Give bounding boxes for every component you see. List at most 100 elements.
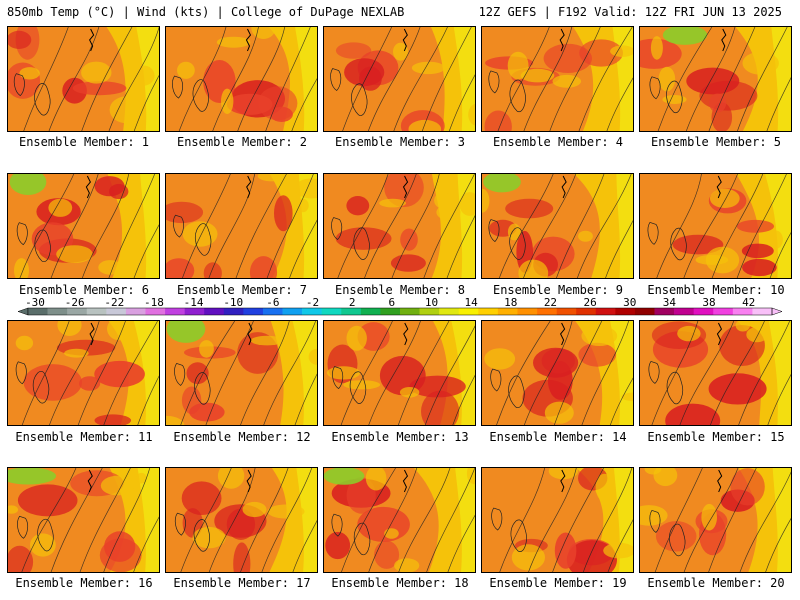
ensemble-member-label: Ensemble Member: 2 (176, 135, 308, 149)
temperature-field (640, 27, 791, 131)
ensemble-member-map (481, 467, 634, 573)
ensemble-member-label: Ensemble Member: 13 (331, 430, 469, 444)
colorbar-tick-label: 38 (702, 296, 716, 309)
ensemble-member-label: Ensemble Member: 1 (18, 135, 150, 149)
ensemble-member-label: Ensemble Member: 10 (647, 283, 785, 297)
colorbar-segment (360, 308, 381, 315)
colorbar-tick-label: -6 (266, 296, 280, 309)
colorbar-scale (17, 307, 783, 316)
colorbar-segment (517, 308, 538, 315)
ensemble-member-label: Ensemble Member: 4 (492, 135, 624, 149)
colorbar-segment (752, 308, 773, 315)
colorbar-segment (713, 308, 734, 315)
ensemble-member-label: Ensemble Member: 7 (176, 283, 308, 297)
ensemble-member-map (165, 320, 318, 426)
temperature-field (166, 174, 317, 278)
colorbar-tick-label: 18 (504, 296, 518, 309)
colorbar-segment (419, 308, 440, 315)
ensemble-member-map (323, 320, 476, 426)
colorbar-tick-label: 42 (742, 296, 756, 309)
colorbar-segment (576, 308, 597, 315)
colorbar-tick-label: 34 (662, 296, 677, 309)
ensemble-member-label: Ensemble Member: 8 (334, 283, 466, 297)
colorbar-segment (478, 308, 499, 315)
ensemble-member-label: Ensemble Member: 18 (331, 576, 469, 590)
colorbar-segment (262, 308, 283, 315)
colorbar-segment (439, 308, 460, 315)
colorbar-segment (321, 308, 342, 315)
temperature-field (324, 27, 475, 131)
colorbar-tick-label: 26 (583, 296, 597, 309)
chart-title: 850mb Temp (°C) | Wind (kts) | College o… (7, 5, 405, 19)
temperature-field (8, 321, 159, 425)
temperature-field (8, 174, 159, 278)
colorbar-right-arrow (771, 307, 783, 316)
ensemble-member-map (639, 320, 792, 426)
ensemble-member-label: Ensemble Member: 6 (18, 283, 150, 297)
ensemble-member-label: Ensemble Member: 16 (15, 576, 153, 590)
ensemble-member-label: Ensemble Member: 19 (489, 576, 627, 590)
ensemble-member-label: Ensemble Member: 17 (173, 576, 311, 590)
ensemble-member-map (639, 173, 792, 279)
ensemble-member-label: Ensemble Member: 12 (173, 430, 311, 444)
temperature-field (482, 321, 633, 425)
ensemble-member-label: Ensemble Member: 5 (650, 135, 782, 149)
temperature-field (482, 174, 633, 278)
colorbar-tick-label: -26 (64, 296, 85, 309)
colorbar-tick-label: -18 (144, 296, 164, 309)
temperature-field (324, 321, 475, 425)
ensemble-member-map (323, 173, 476, 279)
colorbar-segment (106, 308, 127, 315)
colorbar-segment (302, 308, 322, 315)
run-valid-time: 12Z GEFS | F192 Valid: 12Z FRI JUN 13 20… (478, 5, 782, 19)
colorbar-segment (223, 308, 244, 315)
colorbar-tick-label: -14 (183, 296, 204, 309)
colorbar-segment (67, 308, 88, 315)
ensemble-member-map (481, 26, 634, 132)
temperature-field (482, 468, 633, 572)
colorbar-segment (537, 308, 557, 315)
ensemble-member-map (165, 467, 318, 573)
colorbar-tick-label: 14 (464, 296, 478, 309)
colorbar-segment (86, 308, 107, 315)
temperature-field (8, 468, 159, 572)
colorbar-segment (556, 308, 577, 315)
ensemble-member-map (7, 26, 160, 132)
ensemble-member-label: Ensemble Member: 9 (492, 283, 624, 297)
ensemble-member-map (7, 320, 160, 426)
colorbar-segment (341, 308, 362, 315)
ensemble-member-map (481, 320, 634, 426)
ensemble-member-label: Ensemble Member: 3 (334, 135, 466, 149)
colorbar-segment (732, 308, 753, 315)
colorbar-segment (400, 308, 420, 315)
ensemble-member-map (481, 173, 634, 279)
temperature-field (640, 468, 791, 572)
ensemble-member-map (165, 173, 318, 279)
colorbar-segment (380, 308, 401, 315)
colorbar-tick-label: 30 (623, 296, 637, 309)
colorbar-tick-label: -2 (305, 296, 320, 309)
colorbar-segment (693, 308, 714, 315)
colorbar-segment (282, 308, 303, 315)
ensemble-member-label: Ensemble Member: 14 (489, 430, 627, 444)
temperature-field (640, 174, 791, 278)
colorbar-segment (28, 308, 48, 315)
ensemble-member-map (323, 26, 476, 132)
colorbar-segment (615, 308, 636, 315)
colorbar-tick-label: -30 (25, 296, 45, 309)
temperature-field (8, 27, 159, 131)
colorbar-tick-label: -10 (223, 296, 244, 309)
colorbar-segment (165, 308, 185, 315)
ensemble-member-map (639, 467, 792, 573)
colorbar-segment (145, 308, 166, 315)
colorbar-segment (595, 308, 616, 315)
ensemble-member-label: Ensemble Member: 15 (647, 430, 785, 444)
colorbar-tick-label: -22 (104, 296, 125, 309)
temperature-field (166, 321, 317, 425)
colorbar-segment (204, 308, 225, 315)
colorbar-segment (497, 308, 518, 315)
colorbar-tick-label: 6 (388, 296, 396, 309)
ensemble-member-map (7, 467, 160, 573)
ensemble-member-map (639, 26, 792, 132)
colorbar-segment (674, 308, 694, 315)
